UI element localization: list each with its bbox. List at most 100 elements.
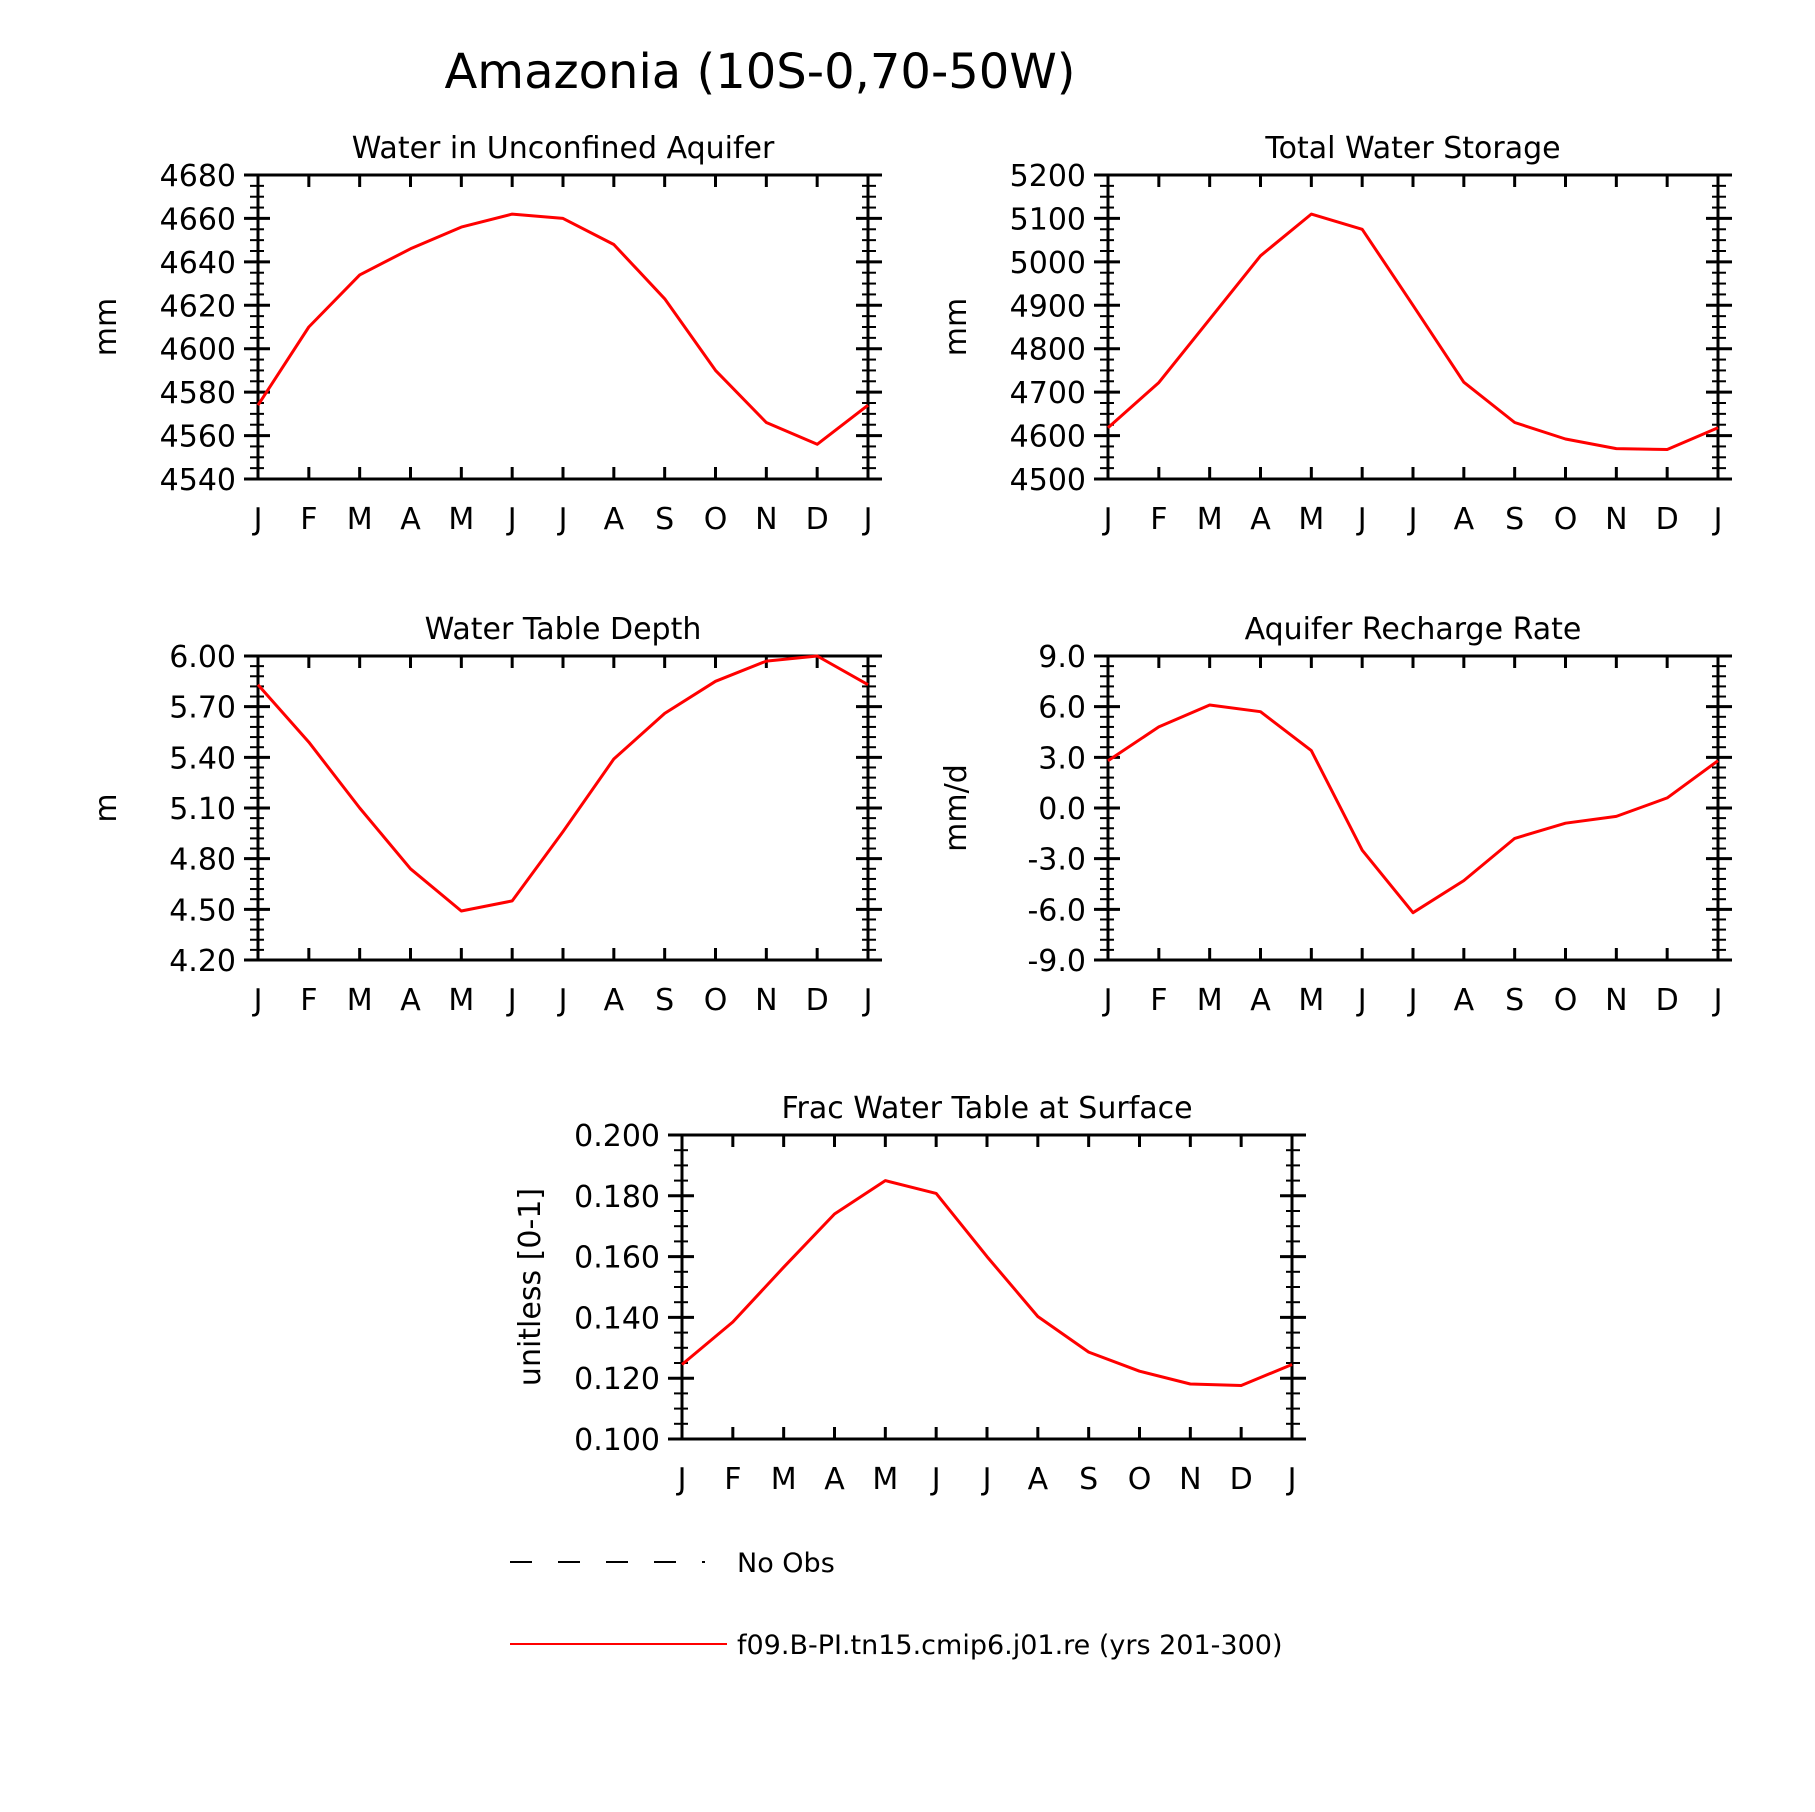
x-tick-label: J (1407, 502, 1418, 537)
plot-frame (256, 173, 870, 481)
legend-label-model: f09.B-PI.tn15.cmip6.j01.re (yrs 201-300) (737, 1630, 1282, 1661)
x-tick-label: O (1554, 502, 1578, 537)
y-tick-label: 4600 (1010, 420, 1086, 455)
x-tick-label: D (1230, 1462, 1253, 1497)
x-tick-label: D (1656, 983, 1679, 1018)
series-line (1107, 212, 1719, 451)
x-tick-label: O (1128, 1462, 1152, 1497)
y-tick-label: -6.0 (1027, 893, 1086, 928)
x-tick-label: F (300, 983, 317, 1018)
x-tick-label: J (252, 983, 263, 1018)
y-tick-label: 4620 (160, 289, 236, 324)
y-tick-label: 5.70 (169, 691, 236, 726)
y-tick-label: 5000 (1010, 246, 1086, 281)
x-tick-label: A (604, 983, 625, 1018)
x-tick-label: F (300, 502, 317, 537)
y-tick-label: 0.180 (574, 1180, 660, 1215)
panel-title: Water in Unconfined Aquifer (352, 131, 775, 166)
series-line (256, 654, 869, 913)
legend: No Obs f09.B-PI.tn15.cmip6.j01.re (yrs 2… (510, 1548, 1282, 1661)
x-tick-label: N (1605, 502, 1627, 537)
y-tick-label: 3.0 (1038, 741, 1086, 776)
y-tick-label: 4.50 (169, 893, 236, 928)
x-tick-label: M (771, 1462, 797, 1497)
y-tick-label: 4800 (1010, 333, 1086, 368)
x-tick-label: J (930, 1462, 941, 1497)
x-tick-label: A (1028, 1462, 1049, 1497)
y-tick-label: 4540 (160, 463, 236, 498)
panel-3: J F M A M J J A S O N D J4.204.504.805.105.405.706.0… (89, 612, 882, 1018)
figure-title: Amazonia (10S-0,70-50W) (444, 44, 1075, 100)
panel-title: Frac Water Table at Surface (781, 1091, 1192, 1126)
y-tick-label: 5200 (1010, 159, 1086, 194)
series-line (1107, 703, 1719, 915)
panel-4: J F M A M J J A S O N D J-9.0-6.0-3.00.03.06.09.0Aqu… (939, 612, 1732, 1018)
x-tick-label: O (704, 502, 728, 537)
x-tick-label: J (1712, 502, 1723, 537)
y-tick-label: 9.0 (1038, 640, 1086, 675)
panel-2: J F M A M J J A S O N D J450046004700480049005000510… (939, 131, 1732, 537)
y-tick-label: 5.40 (169, 741, 236, 776)
x-tick-label: J (981, 1462, 992, 1497)
x-tick-label: D (806, 502, 829, 537)
x-tick-label: A (1454, 502, 1475, 537)
x-tick-label: A (1250, 502, 1271, 537)
y-tick-label: -3.0 (1027, 843, 1086, 878)
x-tick-label: N (755, 502, 777, 537)
y-axis-label: m (89, 793, 124, 822)
x-tick-label: M (347, 502, 373, 537)
x-tick-label: M (347, 983, 373, 1018)
x-tick-label: A (824, 1462, 845, 1497)
y-tick-label: 0.120 (574, 1362, 660, 1397)
x-tick-label: J (1286, 1462, 1297, 1497)
x-tick-label: S (1505, 502, 1524, 537)
y-axis-label: mm (89, 298, 124, 356)
x-tick-label: M (872, 1462, 898, 1497)
panels: J F M A M J J A S O N D J454045604580460046204640466… (89, 131, 1732, 1497)
x-tick-label: J (1102, 983, 1113, 1018)
y-tick-label: 4.80 (169, 843, 236, 878)
x-tick-label: D (806, 983, 829, 1018)
y-tick-label: -9.0 (1027, 944, 1086, 979)
x-tick-label: S (1505, 983, 1524, 1018)
y-axis-label: mm/d (939, 764, 974, 852)
y-tick-label: 6.0 (1038, 691, 1086, 726)
x-tick-label: F (724, 1462, 741, 1497)
x-tick-label: J (506, 502, 517, 537)
y-tick-label: 4640 (160, 246, 236, 281)
x-tick-label: M (448, 983, 474, 1018)
x-tick-label: S (655, 502, 674, 537)
panel-5: J F M A M J J A S O N D J0.1000.1200.1400.1600.1800.… (513, 1091, 1306, 1497)
x-tick-label: J (252, 502, 263, 537)
y-axis-label: unitless [0-1] (513, 1188, 548, 1386)
series-line (681, 1179, 1293, 1387)
y-tick-label: 0.140 (574, 1301, 660, 1336)
series-line (256, 212, 869, 446)
y-tick-label: 4.20 (169, 944, 236, 979)
x-tick-label: M (1197, 983, 1223, 1018)
y-tick-label: 4900 (1010, 289, 1086, 324)
x-tick-label: D (1656, 502, 1679, 537)
y-tick-label: 0.100 (574, 1423, 660, 1458)
x-tick-label: F (1150, 983, 1167, 1018)
x-tick-label: J (1356, 983, 1367, 1018)
x-tick-label: A (400, 983, 421, 1018)
y-tick-label: 4560 (160, 420, 236, 455)
y-tick-label: 5.10 (169, 792, 236, 827)
x-tick-label: O (704, 983, 728, 1018)
y-tick-label: 0.0 (1038, 792, 1086, 827)
plot-frame (680, 1133, 1294, 1441)
y-axis-label: mm (939, 298, 974, 356)
x-tick-label: F (1150, 502, 1167, 537)
y-tick-label: 4600 (160, 333, 236, 368)
panel-title: Aquifer Recharge Rate (1245, 612, 1582, 647)
x-tick-label: A (1250, 983, 1271, 1018)
x-tick-label: J (862, 983, 873, 1018)
y-tick-label: 4660 (160, 202, 236, 237)
panel-1: J F M A M J J A S O N D J454045604580460046204640466… (89, 131, 882, 537)
x-tick-label: M (1298, 502, 1324, 537)
panel-title: Total Water Storage (1264, 131, 1560, 166)
x-tick-label: A (1454, 983, 1475, 1018)
x-tick-label: J (1102, 502, 1113, 537)
y-tick-label: 4500 (1010, 463, 1086, 498)
